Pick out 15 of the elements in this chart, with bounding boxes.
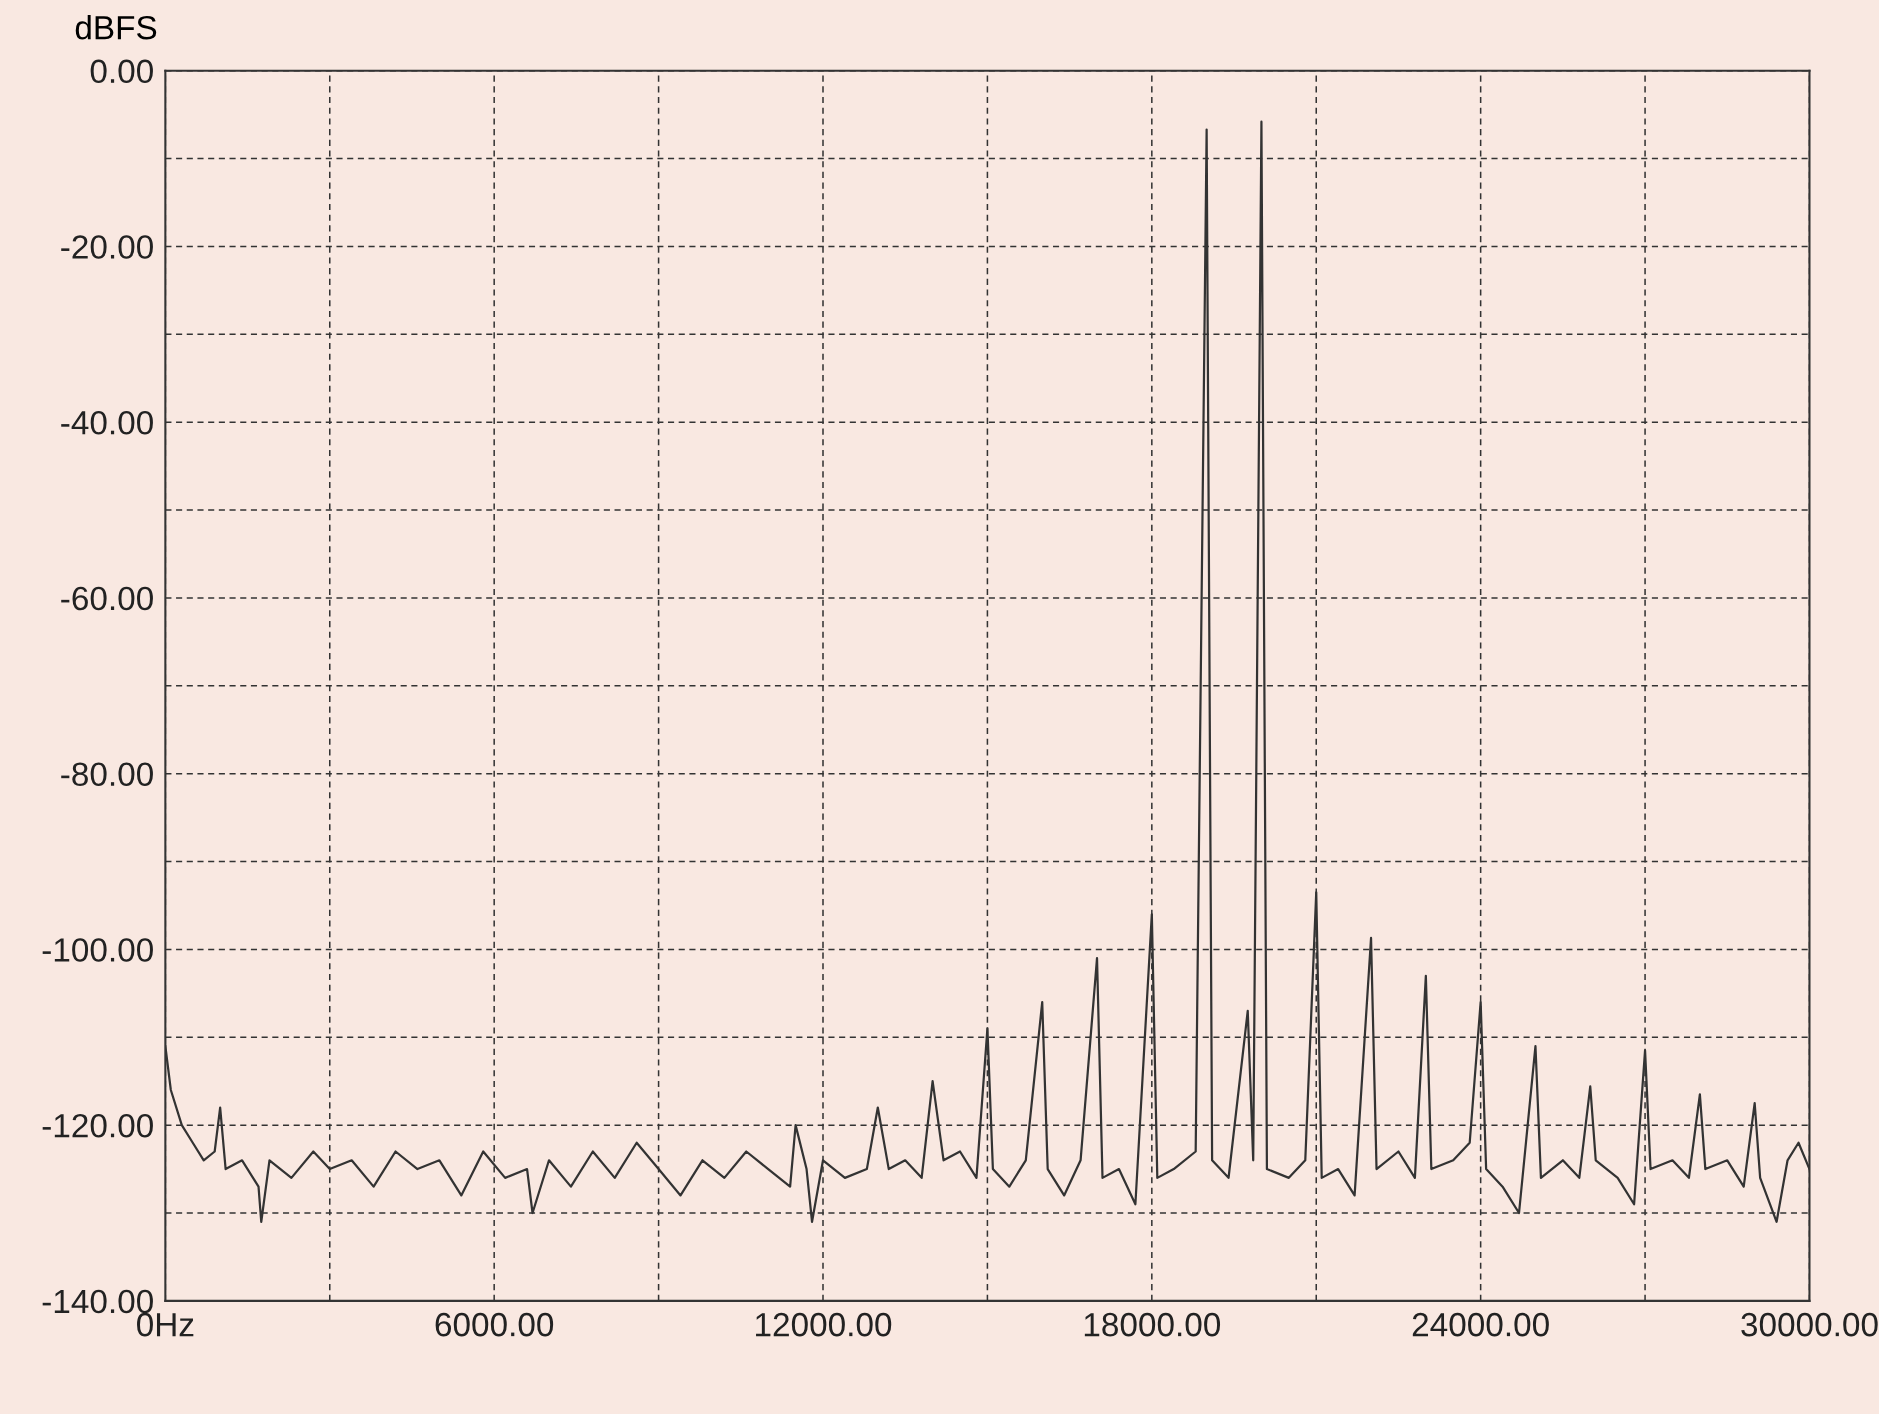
x-tick-label: 6000.00 [435, 1312, 554, 1337]
x-tick-label: 24000.00 [1412, 1312, 1549, 1337]
y-tick-label: -120.00 [42, 1113, 153, 1138]
x-tick-label: 30000.00 [1741, 1312, 1878, 1337]
y-axis-title: dBFS [75, 15, 157, 40]
x-tick-label: 0Hz [137, 1312, 194, 1337]
x-tick-label: 18000.00 [1084, 1312, 1221, 1337]
y-tick-label: -60.00 [61, 586, 153, 611]
y-tick-label: -20.00 [61, 235, 153, 259]
y-tick-label: -140.00 [42, 1289, 153, 1314]
y-tick-label: 0.00 [90, 59, 153, 84]
x-tick-label: 12000.00 [756, 1312, 892, 1337]
y-tick-label: -100.00 [42, 938, 153, 962]
y-tick-label: -40.00 [61, 410, 153, 435]
y-tick-label: -80.00 [61, 762, 153, 787]
